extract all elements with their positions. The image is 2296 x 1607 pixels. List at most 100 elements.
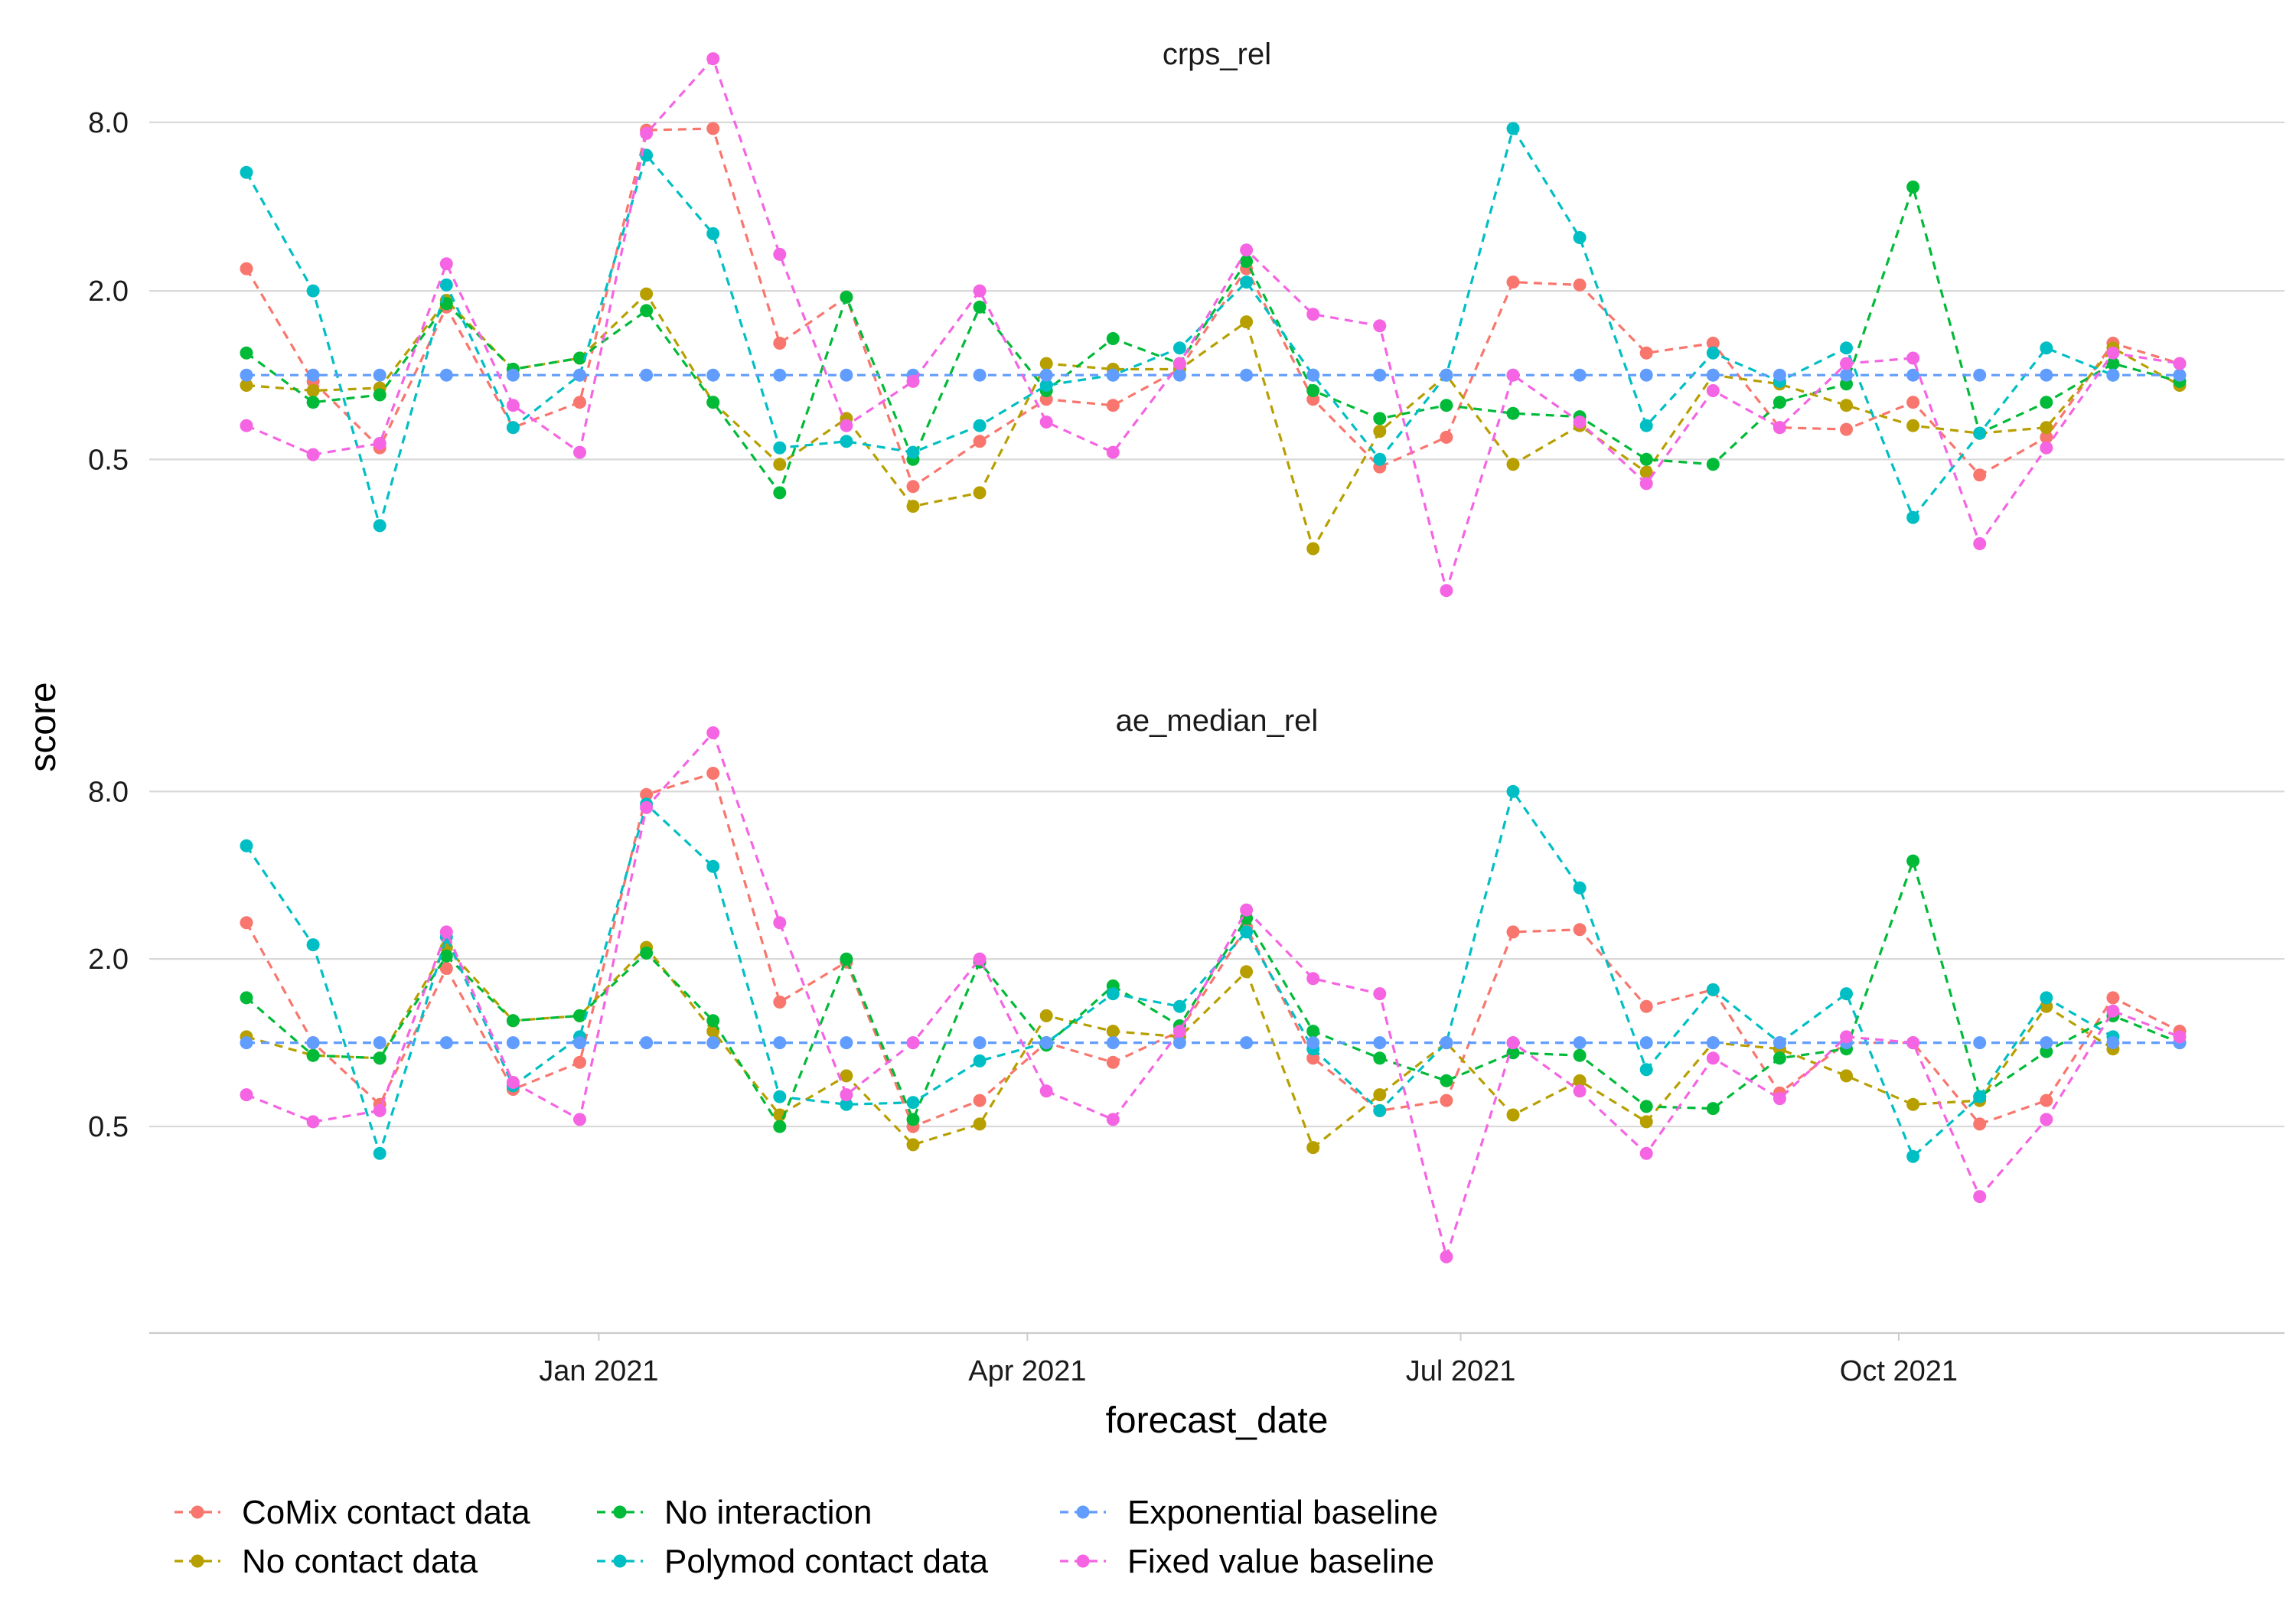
ae-median-rel-point-polymod-contact-data (1506, 784, 1520, 798)
crps-rel-point-fixed-value-baseline (1240, 243, 1254, 257)
crps-rel-point-polymod-contact-data (706, 227, 720, 240)
ae-median-rel-point-fixed-value-baseline (2173, 1030, 2187, 1044)
crps-rel-point-no-interaction (773, 486, 787, 500)
crps-rel-point-exponential-baseline (1373, 368, 1387, 382)
ae-median-rel-point-polymod-contact-data (306, 938, 320, 952)
ae-median-rel-point-no-interaction (640, 947, 654, 960)
ae-median-rel-point-exponential-baseline (2040, 1036, 2053, 1050)
ae-median-rel-point-polymod-contact-data (973, 1054, 987, 1068)
ae-median-rel-point-no-interaction (1373, 1051, 1387, 1065)
crps-rel-point-comix-contact-data (1973, 468, 1987, 482)
crps-rel-point-fixed-value-baseline (1773, 421, 1786, 435)
crps-rel-point-fixed-value-baseline (439, 257, 453, 271)
ae-median-rel-point-polymod-contact-data (1706, 983, 1720, 996)
crps-rel-line-fixed-value-baseline (246, 56, 2180, 595)
crps-rel-point-fixed-value-baseline (640, 126, 654, 140)
crps-rel-point-comix-contact-data (1506, 275, 1520, 289)
ae-median-rel-y-tick-label: 0.5 (88, 1111, 129, 1143)
crps-rel-point-exponential-baseline (640, 368, 654, 382)
ae-median-rel-point-polymod-contact-data (840, 1097, 853, 1111)
legend-label: No contact data (242, 1543, 478, 1580)
ae-median-rel-point-comix-contact-data (240, 916, 253, 930)
crps-rel-point-no-contact-data (306, 384, 320, 397)
ae-median-rel-point-polymod-contact-data (373, 1146, 386, 1160)
ae-median-rel-point-no-contact-data (840, 1069, 853, 1083)
ae-median-rel-point-comix-contact-data (773, 996, 787, 1009)
panel-crps-rel: 0.5 2.0 8.0 crps_rel (88, 37, 2285, 598)
ae-median-rel-series-no-interaction (240, 854, 2187, 1133)
crps-rel-point-fixed-value-baseline (1440, 584, 1453, 598)
crps-rel-point-polymod-contact-data (1706, 346, 1720, 360)
crps-rel-point-comix-contact-data (906, 480, 920, 494)
ae-median-rel-point-polymod-contact-data (1573, 881, 1587, 895)
legend-key-point (1076, 1505, 1090, 1519)
legend-key-point (613, 1554, 627, 1568)
ae-median-rel-y-tick-label: 2.0 (88, 944, 129, 976)
crps-rel-series-comix-contact-data (240, 122, 2187, 494)
crps-rel-point-polymod-contact-data (240, 165, 253, 179)
ae-median-rel-y-tick-label: 8.0 (88, 776, 129, 808)
crps-rel-point-polymod-contact-data (973, 419, 987, 432)
ae-median-rel-point-no-contact-data (1240, 965, 1254, 979)
crps-rel-point-fixed-value-baseline (1172, 357, 1186, 370)
ae-median-rel-point-fixed-value-baseline (706, 726, 720, 740)
ae-median-rel-point-fixed-value-baseline (1840, 1030, 1853, 1044)
crps-rel-point-no-interaction (1373, 412, 1387, 425)
ae-median-rel-point-fixed-value-baseline (373, 1103, 386, 1117)
crps-rel-point-comix-contact-data (240, 262, 253, 275)
ae-median-rel-point-exponential-baseline (506, 1036, 520, 1050)
ae-median-rel-series-comix-contact-data (240, 767, 2187, 1133)
crps-rel-point-fixed-value-baseline (1039, 416, 1053, 429)
crps-rel-point-no-contact-data (1506, 458, 1520, 471)
ae-median-rel-point-exponential-baseline (1706, 1036, 1720, 1050)
ae-median-rel-point-no-interaction (1906, 854, 1920, 868)
crps-rel-point-no-contact-data (1373, 425, 1387, 438)
crps-rel-point-fixed-value-baseline (773, 247, 787, 261)
ae-median-rel-point-fixed-value-baseline (1506, 1036, 1520, 1050)
legend-key-point (1076, 1554, 1090, 1568)
ae-median-rel-point-fixed-value-baseline (1773, 1092, 1786, 1106)
crps-rel-point-fixed-value-baseline (240, 419, 253, 432)
crps-rel-point-exponential-baseline (1039, 368, 1053, 382)
ae-median-rel-point-fixed-value-baseline (240, 1088, 253, 1102)
ae-median-rel-point-no-interaction (573, 1009, 586, 1022)
crps-rel-point-comix-contact-data (2040, 430, 2053, 444)
crps-rel-series-polymod-contact-data (240, 122, 2120, 533)
ae-median-rel-point-fixed-value-baseline (439, 925, 453, 939)
legend-item-polymod-contact-data: Polymod contact data (597, 1543, 989, 1580)
ae-median-rel-point-fixed-value-baseline (2040, 1113, 2053, 1126)
ae-median-rel-point-no-interaction (1306, 1025, 1320, 1038)
crps-rel-point-polymod-contact-data (373, 519, 386, 533)
ae-median-rel-point-polymod-contact-data (2040, 991, 2053, 1005)
crps-rel-point-exponential-baseline (1906, 368, 1920, 382)
crps-rel-point-comix-contact-data (1106, 399, 1120, 412)
ae-median-rel-point-fixed-value-baseline (973, 952, 987, 966)
crps-rel-point-no-interaction (240, 346, 253, 360)
crps-rel-point-no-interaction (1240, 255, 1254, 268)
ae-median-rel-line-polymod-contact-data (245, 788, 2114, 1159)
crps-rel-point-no-interaction (706, 396, 720, 409)
crps-rel-point-no-interaction (573, 351, 586, 365)
ae-median-rel-point-polymod-contact-data (1639, 1063, 1653, 1077)
legend-item-fixed-value-baseline: Fixed value baseline (1060, 1543, 1434, 1580)
ae-median-rel-point-fixed-value-baseline (640, 800, 654, 814)
crps-rel-point-polymod-contact-data (1373, 452, 1387, 466)
crps-rel-point-no-interaction (1906, 180, 1920, 194)
ae-median-rel-point-fixed-value-baseline (1573, 1084, 1587, 1098)
crps-rel-point-fixed-value-baseline (1840, 357, 1853, 370)
ae-median-rel-line-no-interaction (245, 856, 2180, 1129)
ae-median-rel-point-exponential-baseline (373, 1036, 386, 1050)
crps-rel-point-exponential-baseline (1440, 368, 1453, 382)
ae-median-rel-point-comix-contact-data (439, 962, 453, 975)
crps-rel-point-no-contact-data (1906, 419, 1920, 432)
ae-median-rel-point-exponential-baseline (706, 1036, 720, 1050)
crps-rel-point-polymod-contact-data (1506, 122, 1520, 135)
crps-rel-point-polymod-contact-data (1172, 341, 1186, 355)
crps-rel-point-no-contact-data (640, 287, 654, 301)
ae-median-rel-series-fixed-value-baseline (240, 726, 2187, 1263)
crps-rel-point-fixed-value-baseline (306, 448, 320, 461)
ae-median-rel-point-comix-contact-data (2040, 1094, 2053, 1107)
crps-rel-point-comix-contact-data (1906, 396, 1920, 409)
crps-rel-point-polymod-contact-data (1573, 231, 1587, 244)
ae-median-rel-point-no-interaction (1573, 1048, 1587, 1062)
